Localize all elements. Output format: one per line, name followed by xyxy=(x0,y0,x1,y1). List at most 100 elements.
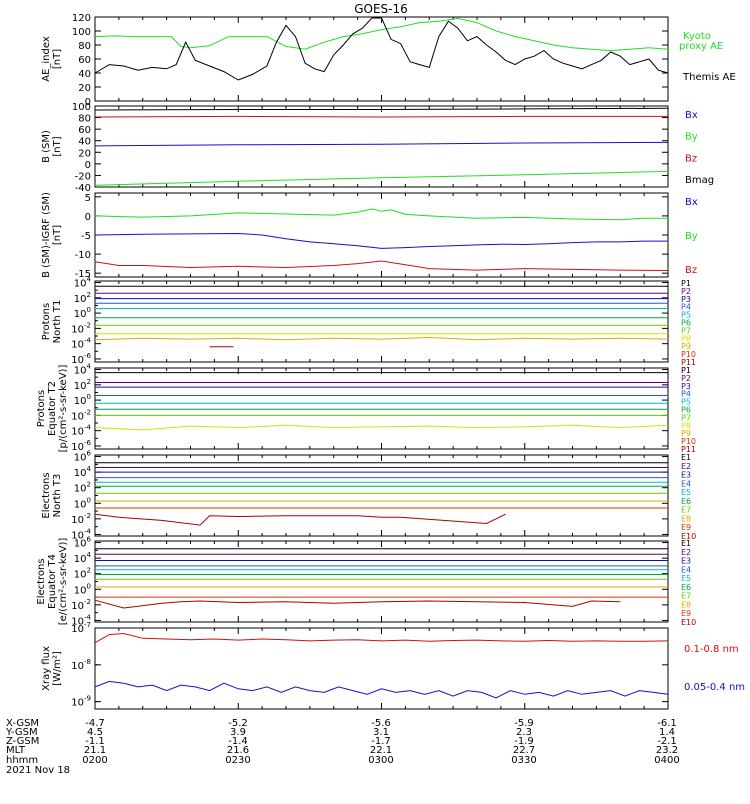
legend-p6: P6 xyxy=(681,319,691,328)
y-tick-label: 100 xyxy=(72,27,91,38)
legend-p7: P7 xyxy=(681,413,691,422)
y-tick-label: 104 xyxy=(74,551,92,565)
legend-kyoto: Kyoto xyxy=(683,31,711,42)
y-axis-label: Equator T4 xyxy=(47,554,58,609)
y-tick-label: 10-6 xyxy=(71,439,91,453)
series-p9 xyxy=(94,336,669,341)
legend-xray-long: 0.1-0.8 nm xyxy=(684,644,739,655)
y-tick-label: 100 xyxy=(72,102,91,113)
legend-e5: E5 xyxy=(681,488,691,497)
y-tick-label: 20 xyxy=(78,83,91,94)
orbit-value: 23.2 xyxy=(656,745,678,756)
legend-p5: P5 xyxy=(681,311,691,320)
y-tick-label: 100 xyxy=(74,582,91,596)
series-0-05-0-4-nm xyxy=(94,680,669,699)
y-axis-label: [e/(cm²-s-sr-keV)] xyxy=(58,538,69,626)
y-tick-label: 120 xyxy=(72,13,91,24)
panel-frame xyxy=(94,627,669,710)
y-axis-label: Xray flux xyxy=(41,646,52,691)
series-by xyxy=(94,170,669,186)
panel-frame xyxy=(94,367,669,450)
series-themis-ae xyxy=(94,17,669,81)
legend-p11: P11 xyxy=(681,358,696,367)
orbit-value: 3.1 xyxy=(373,727,389,738)
y-tick-label: 10-7 xyxy=(71,621,91,635)
legend-e1: E1 xyxy=(681,453,691,462)
panel-frame xyxy=(94,192,669,278)
y-tick-label: 0 xyxy=(85,97,91,108)
legend-bz: Bz xyxy=(685,153,697,164)
legend-e5: E5 xyxy=(681,574,691,583)
y-tick-label: 10-4 xyxy=(71,424,91,438)
y-tick-label: 104 xyxy=(74,276,92,290)
series-e10 xyxy=(94,513,506,526)
y-tick-label: 10-8 xyxy=(71,658,91,672)
panel-frame xyxy=(94,105,669,188)
y-tick-label: -10 xyxy=(75,250,91,261)
y-axis-label: North T3 xyxy=(52,474,63,518)
legend-p1: P1 xyxy=(681,366,691,375)
y-tick-label: 60 xyxy=(78,55,91,66)
orbit-row-label: X-GSM xyxy=(6,718,39,729)
orbit-value: 21.1 xyxy=(84,745,106,756)
legend-e6: E6 xyxy=(681,497,691,506)
y-tick-label: 10-6 xyxy=(71,352,91,366)
orbit-value: -5.2 xyxy=(228,718,248,729)
y-tick-label: 40 xyxy=(78,137,91,148)
plot-title: GOES-16 xyxy=(354,2,408,16)
legend-bx: Bx xyxy=(685,197,698,208)
orbit-value: -1.4 xyxy=(228,736,248,747)
legend-e1: E1 xyxy=(681,539,691,548)
orbit-value: 2.3 xyxy=(516,727,532,738)
orbit-row-label: Z-GSM xyxy=(6,736,39,747)
orbit-value: 0230 xyxy=(225,755,250,766)
legend-p7: P7 xyxy=(681,326,691,335)
y-tick-label: 102 xyxy=(74,378,91,392)
series-bx xyxy=(94,141,669,147)
y-tick-label: 0 xyxy=(85,160,91,171)
y-axis-label: [p/(cm²-s-sr-keV)] xyxy=(58,365,69,453)
series-0-1-0-8-nm xyxy=(94,632,669,644)
legend-e6: E6 xyxy=(681,583,691,592)
legend-p4: P4 xyxy=(681,303,691,312)
legend-themis-ae: Themis AE xyxy=(682,72,736,83)
orbit-value: -4.7 xyxy=(85,718,105,729)
orbit-value: 21.6 xyxy=(227,745,249,756)
legend-e8: E8 xyxy=(681,600,691,609)
legend-p9: P9 xyxy=(681,429,691,438)
legend-p1: P1 xyxy=(681,279,691,288)
legend-p8: P8 xyxy=(681,421,691,430)
y-axis-label: Protons xyxy=(41,303,52,340)
orbit-value: 3.9 xyxy=(230,727,246,738)
y-tick-label: 102 xyxy=(74,567,91,581)
legend-e2: E2 xyxy=(681,548,691,557)
y-axis-label: Protons xyxy=(36,390,47,427)
y-tick-label: 10-2 xyxy=(71,512,91,526)
legend-p11: P11 xyxy=(681,445,696,454)
legend-p8: P8 xyxy=(681,334,691,343)
legend-e9: E9 xyxy=(681,609,691,618)
orbit-value: 0400 xyxy=(654,755,679,766)
legend-by: By xyxy=(685,231,698,242)
legend-p3: P3 xyxy=(681,382,691,391)
legend-e8: E8 xyxy=(681,514,691,523)
orbit-value: -1.1 xyxy=(85,736,105,747)
legend-bmag: Bmag xyxy=(685,175,714,186)
y-tick-label: 104 xyxy=(74,363,92,377)
series-bmag xyxy=(94,107,669,111)
orbit-value: 0330 xyxy=(511,755,536,766)
orbit-value: 22.7 xyxy=(513,745,535,756)
legend-p10: P10 xyxy=(681,350,696,359)
series-e10 xyxy=(94,599,621,609)
y-tick-label: 80 xyxy=(78,41,91,52)
orbit-value: -5.9 xyxy=(514,718,534,729)
orbit-value: 4.5 xyxy=(87,727,103,738)
y-tick-label: 80 xyxy=(78,114,91,125)
y-tick-label: 106 xyxy=(74,536,92,550)
y-tick-label: -40 xyxy=(75,183,91,194)
legend-e4: E4 xyxy=(681,479,691,488)
y-tick-label: 100 xyxy=(74,496,91,510)
